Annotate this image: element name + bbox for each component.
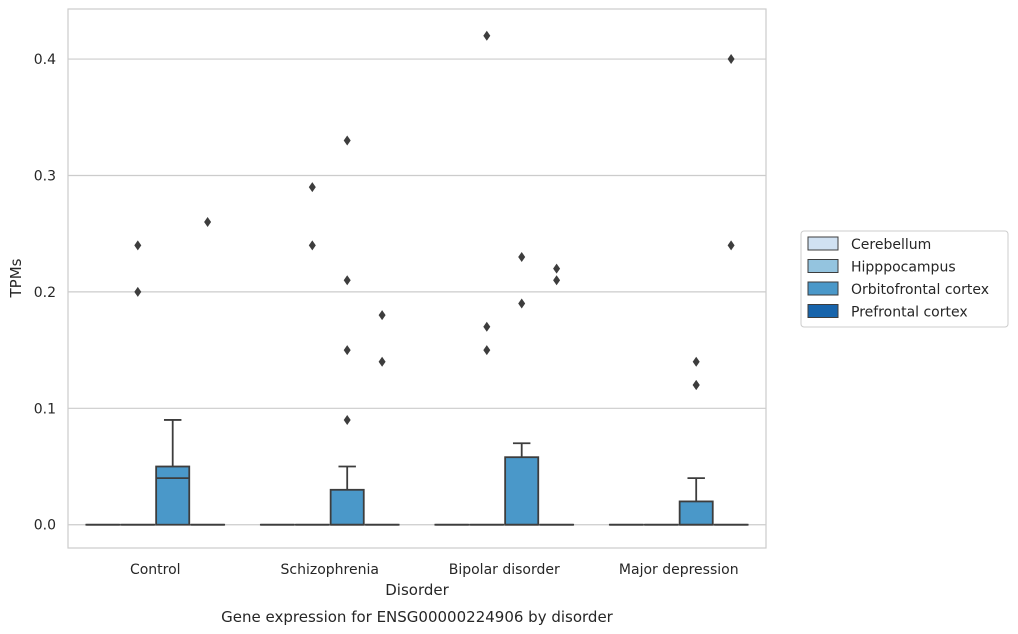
outlier-point	[692, 356, 700, 367]
legend-swatch	[807, 281, 839, 296]
x-tick-label: Schizophrenia	[281, 562, 379, 578]
box-iqr	[329, 488, 365, 526]
x-axis-title: Disorder	[385, 581, 449, 599]
outlier-point	[343, 414, 351, 425]
x-tick-label: Major depression	[619, 562, 739, 578]
outlier-point	[727, 54, 735, 65]
outlier-point	[553, 263, 561, 274]
outlier-point	[204, 217, 212, 228]
outlier-point	[378, 310, 386, 321]
y-tick-label: 0.3	[34, 168, 56, 184]
x-axis-ticks: Control Schizophrenia Bipolar disorder Majo…	[130, 562, 739, 578]
x-tick-label: Bipolar disorder	[449, 562, 560, 578]
legend-swatch	[807, 236, 839, 251]
box-orbitofrontal-cortex	[155, 419, 191, 526]
y-tick-label: 0.1	[34, 401, 56, 417]
legend-label: Prefrontal cortex	[851, 305, 968, 321]
box-hipppocampus	[294, 182, 330, 526]
outlier-point	[727, 240, 735, 251]
box-prefrontal-cortex	[539, 263, 575, 526]
outlier-point	[483, 345, 491, 356]
legend-swatch	[807, 259, 839, 273]
plot-area	[67, 8, 767, 549]
legend: Cerebellum Hipppocampus Orbitofrontal cort…	[800, 230, 1009, 328]
box-iqr	[155, 465, 191, 526]
y-tick-label: 0.2	[34, 285, 56, 301]
outlier-point	[343, 345, 351, 356]
outlier-point	[553, 275, 561, 286]
box-hipppocampus	[120, 240, 156, 526]
outlier-point	[343, 135, 351, 146]
box-iqr	[504, 456, 540, 526]
outlier-point	[134, 286, 142, 297]
box-orbitofrontal-cortex	[504, 251, 540, 526]
legend-frame	[800, 230, 1009, 328]
box-hipppocampus	[469, 30, 505, 526]
outlier-point	[343, 275, 351, 286]
y-axis-title: TPMs	[7, 258, 25, 298]
outlier-point	[308, 240, 316, 251]
box-prefrontal-cortex	[190, 217, 226, 526]
outlier-point	[308, 182, 316, 193]
box-series	[85, 30, 749, 526]
outlier-point	[483, 321, 491, 332]
box-prefrontal-cortex	[713, 54, 749, 526]
legend-label: Cerebellum	[851, 237, 931, 253]
outlier-point	[692, 380, 700, 391]
box-orbitofrontal-cortex	[329, 135, 365, 526]
outlier-point	[518, 251, 526, 262]
box-prefrontal-cortex	[364, 310, 400, 526]
chart-caption: Gene expression for ENSG00000224906 by d…	[221, 608, 614, 626]
outlier-point	[378, 356, 386, 367]
legend-label: Hipppocampus	[851, 260, 956, 276]
y-tick-label: 0.4	[34, 52, 56, 68]
y-tick-label: 0.0	[34, 518, 56, 534]
box-iqr	[678, 500, 714, 526]
y-axis-ticks: 0.0 0.1 0.2 0.3 0.4	[34, 52, 56, 534]
legend-swatch	[807, 304, 839, 318]
box-orbitofrontal-cortex	[678, 356, 714, 526]
outlier-point	[134, 240, 142, 251]
legend-label: Orbitofrontal cortex	[851, 282, 989, 298]
outlier-point	[518, 298, 526, 309]
outlier-point	[483, 30, 491, 41]
x-tick-label: Control	[130, 562, 181, 578]
